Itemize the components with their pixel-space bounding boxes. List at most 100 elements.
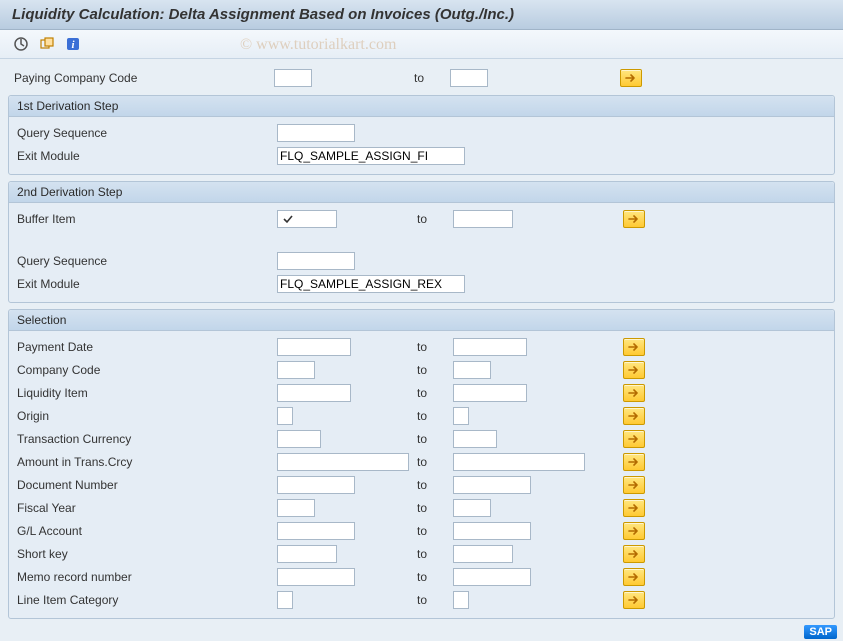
to-label: to <box>417 570 453 584</box>
selection-row: Line Item Category to <box>17 589 826 611</box>
selection-from-input[interactable] <box>277 476 355 494</box>
selection-to-input[interactable] <box>453 522 531 540</box>
toolbar: i <box>0 30 843 59</box>
to-label: to <box>417 593 453 607</box>
selection-row: Memo record number to <box>17 566 826 588</box>
selection-label: Short key <box>17 547 277 561</box>
selection-label: Document Number <box>17 478 277 492</box>
selection-to-input[interactable] <box>453 545 513 563</box>
multiple-selection-button[interactable] <box>623 545 645 563</box>
selection-from-input[interactable] <box>277 338 351 356</box>
selection-to-input[interactable] <box>453 430 497 448</box>
multiple-selection-button[interactable] <box>623 522 645 540</box>
multiple-selection-button[interactable] <box>623 430 645 448</box>
selection-row: G/L Account to <box>17 520 826 542</box>
exit-module-2-input[interactable] <box>277 275 465 293</box>
query-sequence-1-input[interactable] <box>277 124 355 142</box>
multiple-selection-button[interactable] <box>623 476 645 494</box>
selection-from-input[interactable] <box>277 568 355 586</box>
selection-row: Liquidity Item to <box>17 382 826 404</box>
selection-row: Fiscal Year to <box>17 497 826 519</box>
selection-to-input[interactable] <box>453 361 491 379</box>
selection-group: Selection Payment DatetoCompany CodetoLi… <box>8 309 835 619</box>
selection-row: Amount in Trans.Crcy to <box>17 451 826 473</box>
multiple-selection-button[interactable] <box>623 361 645 379</box>
multiple-selection-button[interactable] <box>623 568 645 586</box>
selection-row: Payment Date to <box>17 336 826 358</box>
to-label: to <box>417 386 453 400</box>
paying-company-row: Paying Company Code to <box>8 65 835 95</box>
selection-row: Origin to <box>17 405 826 427</box>
to-label: to <box>417 455 453 469</box>
selection-label: Transaction Currency <box>17 432 277 446</box>
to-label: to <box>417 409 453 423</box>
buffer-item-from-input[interactable] <box>277 210 337 228</box>
to-label: to <box>417 524 453 538</box>
content: Paying Company Code to 1st Derivation St… <box>0 59 843 619</box>
first-derivation-header: 1st Derivation Step <box>9 96 834 117</box>
exit-module-1-input[interactable] <box>277 147 465 165</box>
selection-from-input[interactable] <box>277 430 321 448</box>
exit-module-2-label: Exit Module <box>17 277 277 291</box>
to-label: to <box>417 340 453 354</box>
selection-label: Fiscal Year <box>17 501 277 515</box>
selection-from-input[interactable] <box>277 499 315 517</box>
selection-to-input[interactable] <box>453 407 469 425</box>
exit-module-1-label: Exit Module <box>17 149 277 163</box>
selection-to-input[interactable] <box>453 591 469 609</box>
info-icon[interactable]: i <box>62 34 84 54</box>
second-derivation-group: 2nd Derivation Step Buffer Item to <box>8 181 835 303</box>
multiple-selection-button[interactable] <box>623 210 645 228</box>
page-title: Liquidity Calculation: Delta Assignment … <box>0 0 843 30</box>
selection-row: Short key to <box>17 543 826 565</box>
query-sequence-2-input[interactable] <box>277 252 355 270</box>
sap-logo: SAP <box>804 625 837 639</box>
execute-icon[interactable] <box>10 34 32 54</box>
multiple-selection-button[interactable] <box>620 69 642 87</box>
to-label: to <box>417 547 453 561</box>
selection-to-input[interactable] <box>453 568 531 586</box>
query-sequence-1-label: Query Sequence <box>17 126 277 140</box>
to-label: to <box>417 363 453 377</box>
selection-from-input[interactable] <box>277 407 293 425</box>
second-derivation-header: 2nd Derivation Step <box>9 182 834 203</box>
selection-from-input[interactable] <box>277 545 337 563</box>
selection-from-input[interactable] <box>277 522 355 540</box>
selection-label: G/L Account <box>17 524 277 538</box>
to-label: to <box>417 432 453 446</box>
selection-to-input[interactable] <box>453 338 527 356</box>
multiple-selection-button[interactable] <box>623 591 645 609</box>
buffer-item-to-input[interactable] <box>453 210 513 228</box>
selection-from-input[interactable] <box>277 591 293 609</box>
multiple-selection-button[interactable] <box>623 338 645 356</box>
paying-company-code-label: Paying Company Code <box>14 71 274 85</box>
paying-company-code-to-input[interactable] <box>450 69 488 87</box>
multiple-selection-button[interactable] <box>623 407 645 425</box>
selection-to-input[interactable] <box>453 453 585 471</box>
selection-label: Amount in Trans.Crcy <box>17 455 277 469</box>
selection-from-input[interactable] <box>277 361 315 379</box>
selection-from-input[interactable] <box>277 453 409 471</box>
first-derivation-group: 1st Derivation Step Query Sequence Exit … <box>8 95 835 175</box>
selection-label: Liquidity Item <box>17 386 277 400</box>
selection-label: Company Code <box>17 363 277 377</box>
selection-to-input[interactable] <box>453 499 491 517</box>
selection-label: Payment Date <box>17 340 277 354</box>
selection-label: Origin <box>17 409 277 423</box>
selection-to-input[interactable] <box>453 476 531 494</box>
selection-label: Memo record number <box>17 570 277 584</box>
selection-header: Selection <box>9 310 834 331</box>
buffer-item-label: Buffer Item <box>17 212 277 226</box>
selection-row: Company Code to <box>17 359 826 381</box>
variant-icon[interactable] <box>36 34 58 54</box>
to-label: to <box>414 71 450 85</box>
to-label: to <box>417 501 453 515</box>
query-sequence-2-label: Query Sequence <box>17 254 277 268</box>
multiple-selection-button[interactable] <box>623 499 645 517</box>
selection-to-input[interactable] <box>453 384 527 402</box>
multiple-selection-button[interactable] <box>623 384 645 402</box>
selection-from-input[interactable] <box>277 384 351 402</box>
paying-company-code-from-input[interactable] <box>274 69 312 87</box>
multiple-selection-button[interactable] <box>623 453 645 471</box>
selection-label: Line Item Category <box>17 593 277 607</box>
